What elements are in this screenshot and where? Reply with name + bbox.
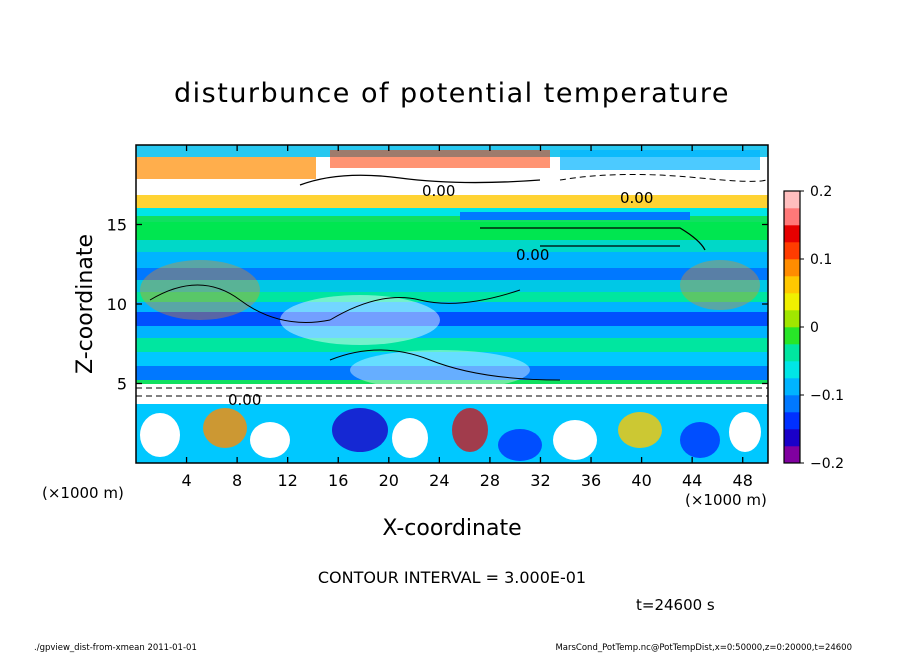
- x-tick-label: 28: [480, 471, 500, 490]
- field-band: [136, 338, 768, 352]
- colorbar-swatch: [784, 344, 800, 362]
- field-blob: [280, 295, 440, 345]
- field-blob: [392, 418, 428, 458]
- y-tick-label: 5: [117, 375, 127, 394]
- field-band: [136, 222, 768, 240]
- footer-left: ./gpview_dist-from-xmean 2011-01-01: [34, 643, 197, 653]
- colorbar-tick-label: −0.2: [810, 456, 844, 472]
- contour-label: 0.00: [422, 182, 455, 200]
- field-blob: [332, 408, 388, 452]
- y-tick-label: 15: [107, 216, 127, 235]
- x-tick-label: 36: [581, 471, 601, 490]
- x-tick-label: 40: [631, 471, 651, 490]
- chart-title: disturbunce of potential temperature: [174, 78, 730, 109]
- contour-line: [299, 174, 541, 186]
- colorbar-swatch: [784, 225, 800, 243]
- y-unit-label: (×1000 m): [685, 491, 767, 509]
- field-band: [136, 252, 768, 268]
- x-tick-label: 4: [181, 471, 191, 490]
- field-blob: [680, 260, 760, 310]
- contour-line: [480, 227, 706, 251]
- colorbar-ticks: 0.2 0.1 0 −0.1 −0.2: [800, 184, 844, 472]
- colorbar-swatch: [784, 293, 800, 311]
- colorbar-swatch: [784, 361, 800, 379]
- contour-label: 0.00: [516, 246, 549, 264]
- x-axis-ticks: 4 8 12 16 20 24 28 32 36 40 44 48: [181, 145, 753, 490]
- field-blob: [553, 420, 597, 460]
- colorbar-tick-label: −0.1: [810, 388, 844, 404]
- x-axis-title: X-coordinate: [382, 516, 521, 541]
- field-band: [136, 302, 768, 312]
- time-label: t=24600 s: [636, 596, 715, 614]
- colorbar-swatch: [784, 429, 800, 447]
- colorbar-swatch: [784, 412, 800, 430]
- contour-label: 0.00: [228, 391, 261, 409]
- field-band: [136, 268, 768, 280]
- field-band: [136, 157, 316, 179]
- colorbar-swatch: [784, 310, 800, 328]
- contour-interval: CONTOUR INTERVAL = 3.000E-01: [318, 568, 586, 587]
- colorbar-swatch: [784, 242, 800, 260]
- field-blob: [729, 412, 761, 452]
- field-blob: [203, 408, 247, 448]
- field-band: [136, 366, 768, 380]
- colorbar-swatch: [784, 191, 800, 209]
- x-tick-label: 48: [733, 471, 753, 490]
- field-band: [136, 208, 768, 216]
- field-band: [136, 352, 768, 366]
- y-axis-title: Z-coordinate: [73, 234, 98, 374]
- colorbar-swatch: [784, 259, 800, 277]
- contour-label: 0.00: [620, 189, 653, 207]
- field-band: [136, 240, 768, 252]
- colorbar-tick-label: 0.1: [810, 252, 832, 268]
- field-band: [136, 280, 768, 292]
- field-band: [460, 212, 690, 220]
- footer-right: MarsCond_PotTemp.nc@PotTempDist,x=0:5000…: [555, 643, 852, 653]
- colorbar-swatch: [784, 208, 800, 226]
- x-tick-label: 44: [682, 471, 702, 490]
- colorbar-swatch: [784, 395, 800, 413]
- x-tick-label: 32: [530, 471, 550, 490]
- colorbar-swatch: [784, 327, 800, 345]
- contour-line: [559, 173, 768, 182]
- field-blob: [140, 260, 260, 320]
- field-blob: [350, 350, 530, 390]
- colorbar-swatch: [784, 378, 800, 396]
- colorbar-swatch: [784, 446, 800, 464]
- x-tick-label: 16: [328, 471, 348, 490]
- x-tick-label: 24: [429, 471, 449, 490]
- x-tick-label: 20: [379, 471, 399, 490]
- y-axis-ticks: 5 10 15: [107, 216, 768, 394]
- field-blob: [680, 422, 720, 458]
- field-blob: [250, 422, 290, 458]
- field-blob: [452, 408, 488, 452]
- contour-line: [149, 284, 521, 323]
- field-band: [136, 195, 768, 209]
- field-blob: [140, 413, 180, 457]
- field-band: [136, 326, 768, 338]
- field-band: [330, 150, 550, 168]
- field-band: [136, 312, 768, 326]
- field-bands: [136, 145, 768, 463]
- x-tick-label: 8: [232, 471, 242, 490]
- y-tick-label: 10: [107, 295, 127, 314]
- colorbar-tick-label: 0.2: [810, 184, 832, 200]
- field-band: [136, 384, 768, 404]
- colorbar-tick-label: 0: [810, 320, 819, 336]
- field-blob: [618, 412, 662, 448]
- x-unit-label: (×1000 m): [42, 484, 124, 502]
- colorbar-swatch: [784, 276, 800, 294]
- colorbar: [783, 190, 801, 464]
- field-band: [560, 150, 760, 170]
- field-band: [136, 292, 768, 302]
- x-tick-label: 12: [278, 471, 298, 490]
- contour-line: [329, 349, 561, 381]
- field-blob: [498, 429, 542, 461]
